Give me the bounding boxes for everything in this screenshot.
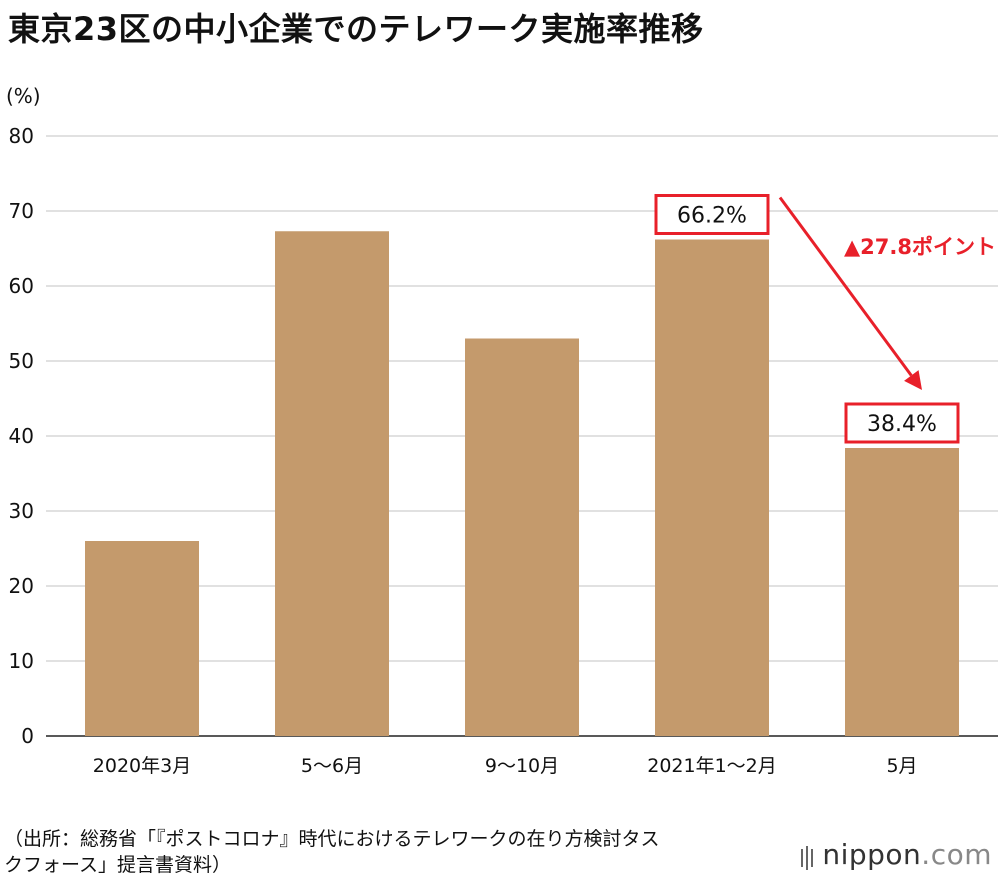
x-tick-label: 9〜10月 bbox=[485, 755, 559, 777]
y-tick-label: 10 bbox=[9, 649, 34, 673]
y-tick-label: 30 bbox=[9, 499, 34, 523]
chart-title: 東京23区の中小企業でのテレワーク実施率推移 bbox=[8, 10, 704, 48]
logo-name: nippon bbox=[822, 838, 922, 871]
change-label: ▲27.8ポイント bbox=[844, 235, 996, 259]
value-label: 66.2% bbox=[677, 204, 747, 229]
x-tick-label: 5月 bbox=[886, 755, 917, 777]
x-tick-label: 5〜6月 bbox=[301, 755, 363, 777]
y-unit-label: (%) bbox=[6, 84, 41, 108]
annotations: 66.2% 38.4% ▲27.8ポイント bbox=[654, 194, 996, 444]
bar bbox=[845, 448, 959, 736]
x-tick-label: 2020年3月 bbox=[93, 755, 191, 777]
nippon-logo: nippon.com bbox=[801, 838, 992, 873]
x-tick-label: 2021年1〜2月 bbox=[647, 755, 777, 777]
y-tick-label: 60 bbox=[9, 274, 34, 298]
source-line-1: （出所：総務省「『ポストコロナ』時代におけるテレワークの在り方検討タス bbox=[4, 828, 660, 850]
y-axis: 0 10 20 30 40 50 60 70 80 bbox=[9, 124, 34, 748]
y-tick-label: 80 bbox=[9, 124, 34, 148]
logo-suffix: .com bbox=[921, 838, 992, 871]
bar bbox=[275, 231, 389, 736]
bar bbox=[655, 239, 769, 736]
decline-arrow-line bbox=[778, 196, 913, 377]
y-tick-label: 50 bbox=[9, 349, 34, 373]
bars bbox=[85, 231, 959, 736]
y-tick-label: 20 bbox=[9, 574, 34, 598]
value-label-box bbox=[654, 194, 770, 235]
bar bbox=[85, 541, 199, 736]
decline-arrow-head-icon bbox=[904, 370, 922, 390]
source-note: （出所：総務省「『ポストコロナ』時代におけるテレワークの在り方検討タス クフォー… bbox=[4, 826, 660, 878]
bar bbox=[465, 338, 579, 736]
y-tick-label: 70 bbox=[9, 199, 34, 223]
logo-mark-icon bbox=[801, 840, 816, 873]
y-tick-label: 0 bbox=[21, 724, 34, 748]
x-axis: 2020年3月 5〜6月 9〜10月 2021年1〜2月 5月 bbox=[93, 755, 918, 777]
value-label: 38.4% bbox=[867, 412, 937, 437]
value-label-box bbox=[844, 402, 960, 444]
y-tick-label: 40 bbox=[9, 424, 34, 448]
source-line-2: クフォース」提言書資料） bbox=[4, 854, 232, 876]
